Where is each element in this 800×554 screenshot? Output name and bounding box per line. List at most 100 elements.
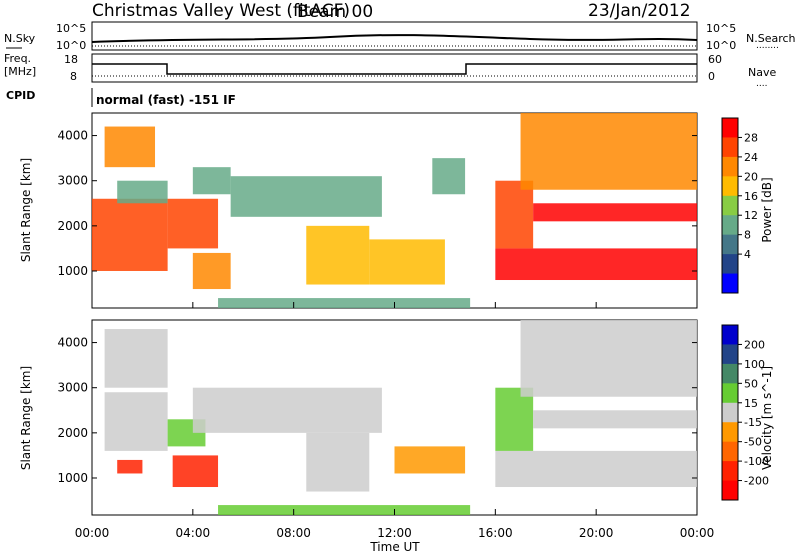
- velocity-cbar-label: Velocity [m s^-1]: [760, 366, 774, 470]
- colorbar-swatch: [722, 461, 738, 482]
- colorbar-tick-label: 100: [744, 358, 765, 371]
- colorbar-swatch: [722, 480, 738, 501]
- y-tick-label: 4000: [57, 129, 88, 143]
- colorbar-frame: [721, 117, 739, 294]
- data-region: [104, 392, 168, 451]
- y-tick-label: 2000: [57, 426, 88, 440]
- y-tick-label: 3000: [57, 174, 88, 188]
- x-tick-label: 00:00: [75, 526, 110, 540]
- colorbar-tick-label: 24: [744, 151, 758, 164]
- colorbar-tick-label: 16: [744, 190, 758, 203]
- noise-right-tick-lo: 10^0: [706, 39, 736, 52]
- colorbar-tick-label: -50: [744, 436, 762, 449]
- y-tick-label: 3000: [57, 381, 88, 395]
- data-region: [104, 329, 168, 388]
- data-region: [533, 203, 697, 222]
- x-tick-label: 08:00: [276, 526, 311, 540]
- date-label: 23/Jan/2012: [588, 1, 691, 21]
- colorbar-tick-label: 20: [744, 170, 758, 183]
- beam-label: Beam 00: [297, 2, 373, 22]
- colorbar-tick-label: -15: [744, 416, 762, 429]
- colorbar-tick-label: 12: [744, 209, 758, 222]
- power-cbar-label: Power [dB]: [760, 177, 774, 242]
- colorbar-swatch: [722, 118, 738, 138]
- colorbar-tick-label: 28: [744, 131, 758, 144]
- data-region: [104, 126, 156, 168]
- data-region: [192, 167, 231, 195]
- data-region: [495, 180, 534, 249]
- cpid-label: CPID: [6, 89, 35, 102]
- velocity-panel: 1000 2000 3000 4000 Slant Range [km] 200 100…: [19, 319, 774, 516]
- noise-right-label: N.Search: [746, 32, 796, 45]
- noise-left-tick-lo: 10^0: [56, 39, 86, 52]
- data-region: [172, 455, 219, 488]
- power-y-label: Slant Range [km]: [19, 158, 33, 262]
- data-region: [92, 198, 168, 271]
- data-region: [218, 298, 471, 308]
- data-region: [520, 320, 697, 397]
- data-region: [495, 248, 697, 281]
- y-tick-label: 4000: [57, 336, 88, 350]
- noise-left-tick-hi: 10^5: [56, 22, 86, 35]
- power-data-layer: [92, 113, 697, 308]
- noise-right-legend: ........: [756, 41, 779, 51]
- time-axis: 00:00 04:00 08:00 12:00 16:00 20:00 00:00: [75, 302, 715, 540]
- data-region: [533, 410, 697, 429]
- velocity-y-label: Slant Range [km]: [19, 366, 33, 470]
- colorbar-tick-label: 15: [744, 397, 758, 410]
- data-region: [167, 198, 219, 249]
- data-region: [495, 387, 534, 451]
- colorbar-swatch: [722, 383, 738, 404]
- freq-label-1: Freq.: [4, 52, 31, 65]
- colorbar-swatch: [722, 344, 738, 365]
- colorbar-swatch: [722, 402, 738, 423]
- noise-sky-trace: [91, 34, 698, 43]
- colorbar-swatch: [722, 156, 738, 177]
- freq-trace: [92, 63, 697, 75]
- colorbar-swatch: [722, 422, 738, 443]
- power-y-axis: 1000 2000 3000 4000: [57, 129, 697, 278]
- nave-tick-hi: 60: [708, 53, 722, 66]
- velocity-y-axis: 1000 2000 3000 4000: [57, 336, 697, 485]
- power-colorbar: 28 24 20 16 12 8 4: [721, 117, 758, 294]
- data-region: [432, 158, 466, 195]
- colorbar-swatch: [722, 176, 738, 197]
- x-tick-label: 00:00: [680, 526, 715, 540]
- colorbar-tick-label: 8: [744, 229, 751, 242]
- x-tick-label: 20:00: [579, 526, 614, 540]
- colorbar-swatch: [722, 137, 738, 158]
- colorbar-tick-label: 50: [744, 377, 758, 390]
- nave-label: Nave: [748, 66, 776, 79]
- data-region: [369, 239, 445, 285]
- colorbar-swatch: [722, 215, 738, 236]
- colorbar-tick-label: -200: [744, 475, 769, 488]
- y-tick-label: 2000: [57, 219, 88, 233]
- time-axis-label: Time UT: [369, 540, 420, 554]
- cpid-program: normal (fast) -151 IF: [96, 93, 236, 107]
- colorbar-swatch: [722, 441, 738, 462]
- velocity-colorbar: 200 100 50 15 -15 -50 -100 -200: [721, 324, 769, 501]
- data-region: [192, 252, 231, 290]
- freq-tick-lo: 8: [70, 70, 77, 83]
- colorbar-swatch: [722, 195, 738, 216]
- data-region: [394, 446, 466, 474]
- y-tick-label: 1000: [57, 471, 88, 485]
- colorbar-tick-label: 4: [744, 248, 751, 261]
- x-tick-label: 12:00: [377, 526, 412, 540]
- x-tick-label: 04:00: [176, 526, 211, 540]
- noise-left-label: N.Sky: [4, 32, 36, 45]
- data-region: [218, 505, 471, 515]
- data-region: [520, 113, 697, 190]
- colorbar-swatch: [722, 234, 738, 255]
- colorbar-swatch: [722, 254, 738, 275]
- colorbar-tick-label: -100: [744, 455, 769, 468]
- data-region: [117, 459, 143, 474]
- power-panel: 1000 2000 3000 4000 Slant Range [km] 28 24 20…: [19, 112, 774, 309]
- data-region: [306, 225, 370, 285]
- colorbar-swatch: [722, 325, 738, 345]
- freq-tick-hi: 18: [64, 53, 78, 66]
- data-region: [230, 176, 382, 217]
- velocity-data-layer: [104, 320, 697, 515]
- y-tick-label: 1000: [57, 264, 88, 278]
